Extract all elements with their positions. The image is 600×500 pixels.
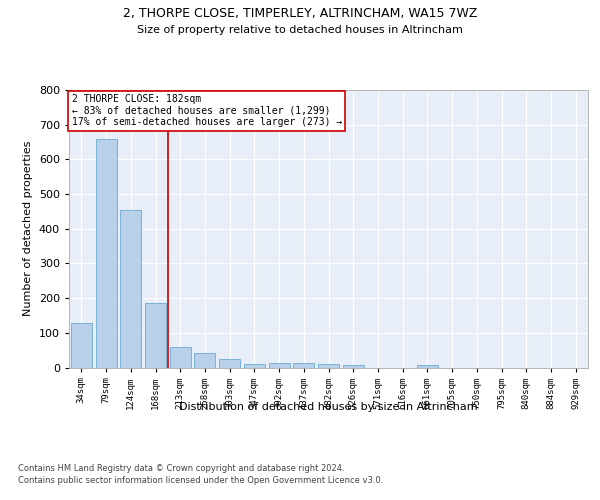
Text: 2, THORPE CLOSE, TIMPERLEY, ALTRINCHAM, WA15 7WZ: 2, THORPE CLOSE, TIMPERLEY, ALTRINCHAM, … bbox=[123, 8, 477, 20]
Bar bbox=[417, 364, 438, 368]
Bar bbox=[219, 359, 240, 368]
Bar bbox=[343, 366, 364, 368]
Bar bbox=[95, 140, 116, 368]
Bar bbox=[244, 364, 265, 368]
Y-axis label: Number of detached properties: Number of detached properties bbox=[23, 141, 33, 316]
Bar bbox=[120, 210, 141, 368]
Bar bbox=[194, 352, 215, 368]
Bar bbox=[293, 363, 314, 368]
Text: Size of property relative to detached houses in Altrincham: Size of property relative to detached ho… bbox=[137, 25, 463, 35]
Bar bbox=[71, 323, 92, 368]
Text: Distribution of detached houses by size in Altrincham: Distribution of detached houses by size … bbox=[179, 402, 478, 412]
Text: Contains public sector information licensed under the Open Government Licence v3: Contains public sector information licen… bbox=[18, 476, 383, 485]
Text: Contains HM Land Registry data © Crown copyright and database right 2024.: Contains HM Land Registry data © Crown c… bbox=[18, 464, 344, 473]
Bar bbox=[269, 363, 290, 368]
Bar bbox=[145, 304, 166, 368]
Text: 2 THORPE CLOSE: 182sqm
← 83% of detached houses are smaller (1,299)
17% of semi-: 2 THORPE CLOSE: 182sqm ← 83% of detached… bbox=[71, 94, 342, 128]
Bar bbox=[318, 364, 339, 368]
Bar bbox=[170, 346, 191, 368]
